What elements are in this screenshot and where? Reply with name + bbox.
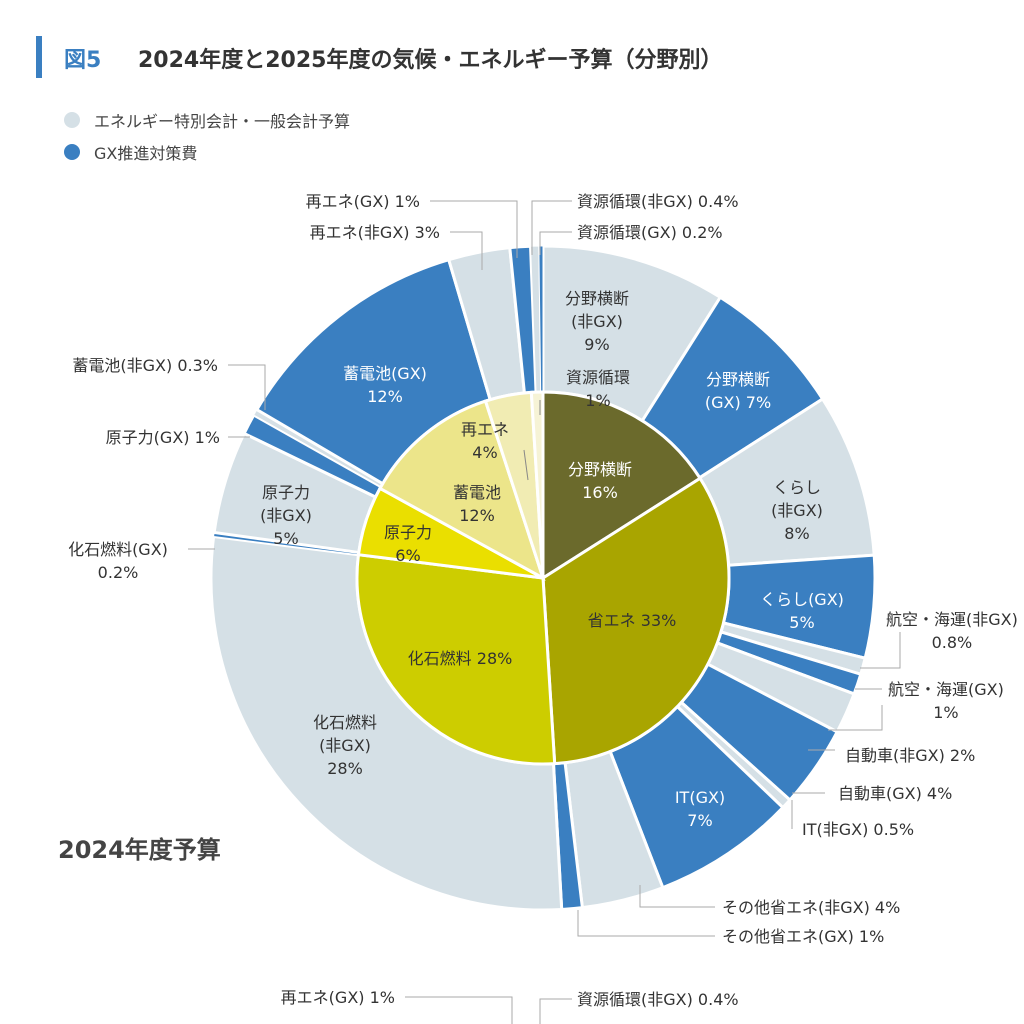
outer-slice-label: その他省エネ(非GX) 4% [722, 898, 901, 917]
leader-line [828, 705, 883, 731]
figure-title: 2024年度と2025年度の気候・エネルギー予算（分野別） [138, 48, 723, 73]
outer-slice-label: くらし(GX) 5% [760, 590, 844, 632]
inner-slice-0 [541, 390, 703, 581]
outer-slice-label: IT(非GX) 0.5% [802, 820, 915, 839]
legend-item-non-gx: エネルギー特別会計・一般会計予算 [64, 108, 350, 132]
outer-slice-label: 化石燃料(GX) 0.2% [68, 540, 168, 582]
leader-line [539, 231, 572, 255]
legend-label: GX推進対策費 [94, 144, 198, 163]
inner-slice-6 [529, 390, 545, 579]
outer-slice-label: 蓄電池(GX) 12% [343, 364, 427, 406]
title-accent-bar [36, 36, 42, 78]
outer-slice-label: 再エネ(GX) 1% [305, 192, 420, 211]
figure-number: 図5 [64, 48, 102, 73]
outer-slice-label: 化石燃料 (非GX) 28% [312, 713, 377, 778]
leader-line [539, 998, 572, 1024]
outer-slice-label: 資源循環(非GX) 0.4% [577, 990, 739, 1009]
outer-slice-label: 分野横断 (GX) 7% [704, 370, 772, 412]
leader-line [405, 996, 513, 1024]
leader-line [531, 200, 572, 255]
outer-slice-label: 資源循環(GX) 0.2% [577, 223, 723, 242]
leader-line [228, 364, 266, 410]
outer-slice-label: 航空・海運(非GX) 0.8% [886, 610, 1018, 652]
inner-slice-2 [355, 553, 557, 766]
inner-slice-label: 再エネ 4% [460, 420, 509, 462]
outer-slice-label: 再エネ(非GX) 3% [309, 223, 440, 242]
inner-slice-label: 蓄電池 12% [452, 483, 501, 525]
leader-line [577, 910, 715, 937]
inner-slice-label: 省エネ 33% [587, 611, 677, 630]
leader-line [523, 449, 529, 481]
outer-slice-label: 蓄電池(非GX) 0.3% [72, 356, 218, 375]
outer-slice-label: 原子力 (非GX) 5% [260, 483, 312, 548]
inner-slice-label: 分野横断 16% [567, 460, 632, 502]
legend-swatch-gx [64, 144, 80, 160]
inner-slice-4 [377, 399, 546, 582]
leader-line [860, 632, 901, 669]
outer-slice-label: 原子力(GX) 1% [105, 428, 220, 447]
outer-slice-label: IT(GX) 7% [674, 788, 726, 830]
inner-slice-label: 化石燃料 28% [407, 649, 513, 668]
legend-item-gx: GX推進対策費 [64, 140, 197, 164]
outer-slice-label: 分野横断 (非GX) 9% [564, 289, 629, 354]
inner-slice-label: 資源循環 1% [565, 368, 630, 410]
inner-slice-1 [541, 476, 731, 766]
outer-slice-label: くらし (非GX) 8% [771, 478, 823, 543]
leader-line [430, 200, 518, 258]
outer-slice-label: 自動車(非GX) 2% [845, 746, 976, 765]
inner-slice-label: 原子力 6% [383, 523, 432, 565]
outer-slice-label: 資源循環(非GX) 0.4% [577, 192, 739, 211]
leader-line [639, 885, 715, 908]
chart-subtitle: 2024年度予算 [58, 836, 221, 864]
legend-swatch-non-gx [64, 112, 80, 128]
outer-slice-label: 自動車(GX) 4% [838, 784, 953, 803]
legend-label: エネルギー特別会計・一般会計予算 [94, 112, 351, 131]
outer-slice-label: 再エネ(GX) 1% [280, 988, 395, 1007]
outer-slice-label: 航空・海運(GX) 1% [888, 680, 1004, 722]
outer-slice-label: その他省エネ(GX) 1% [722, 927, 885, 946]
leader-line [450, 231, 483, 270]
